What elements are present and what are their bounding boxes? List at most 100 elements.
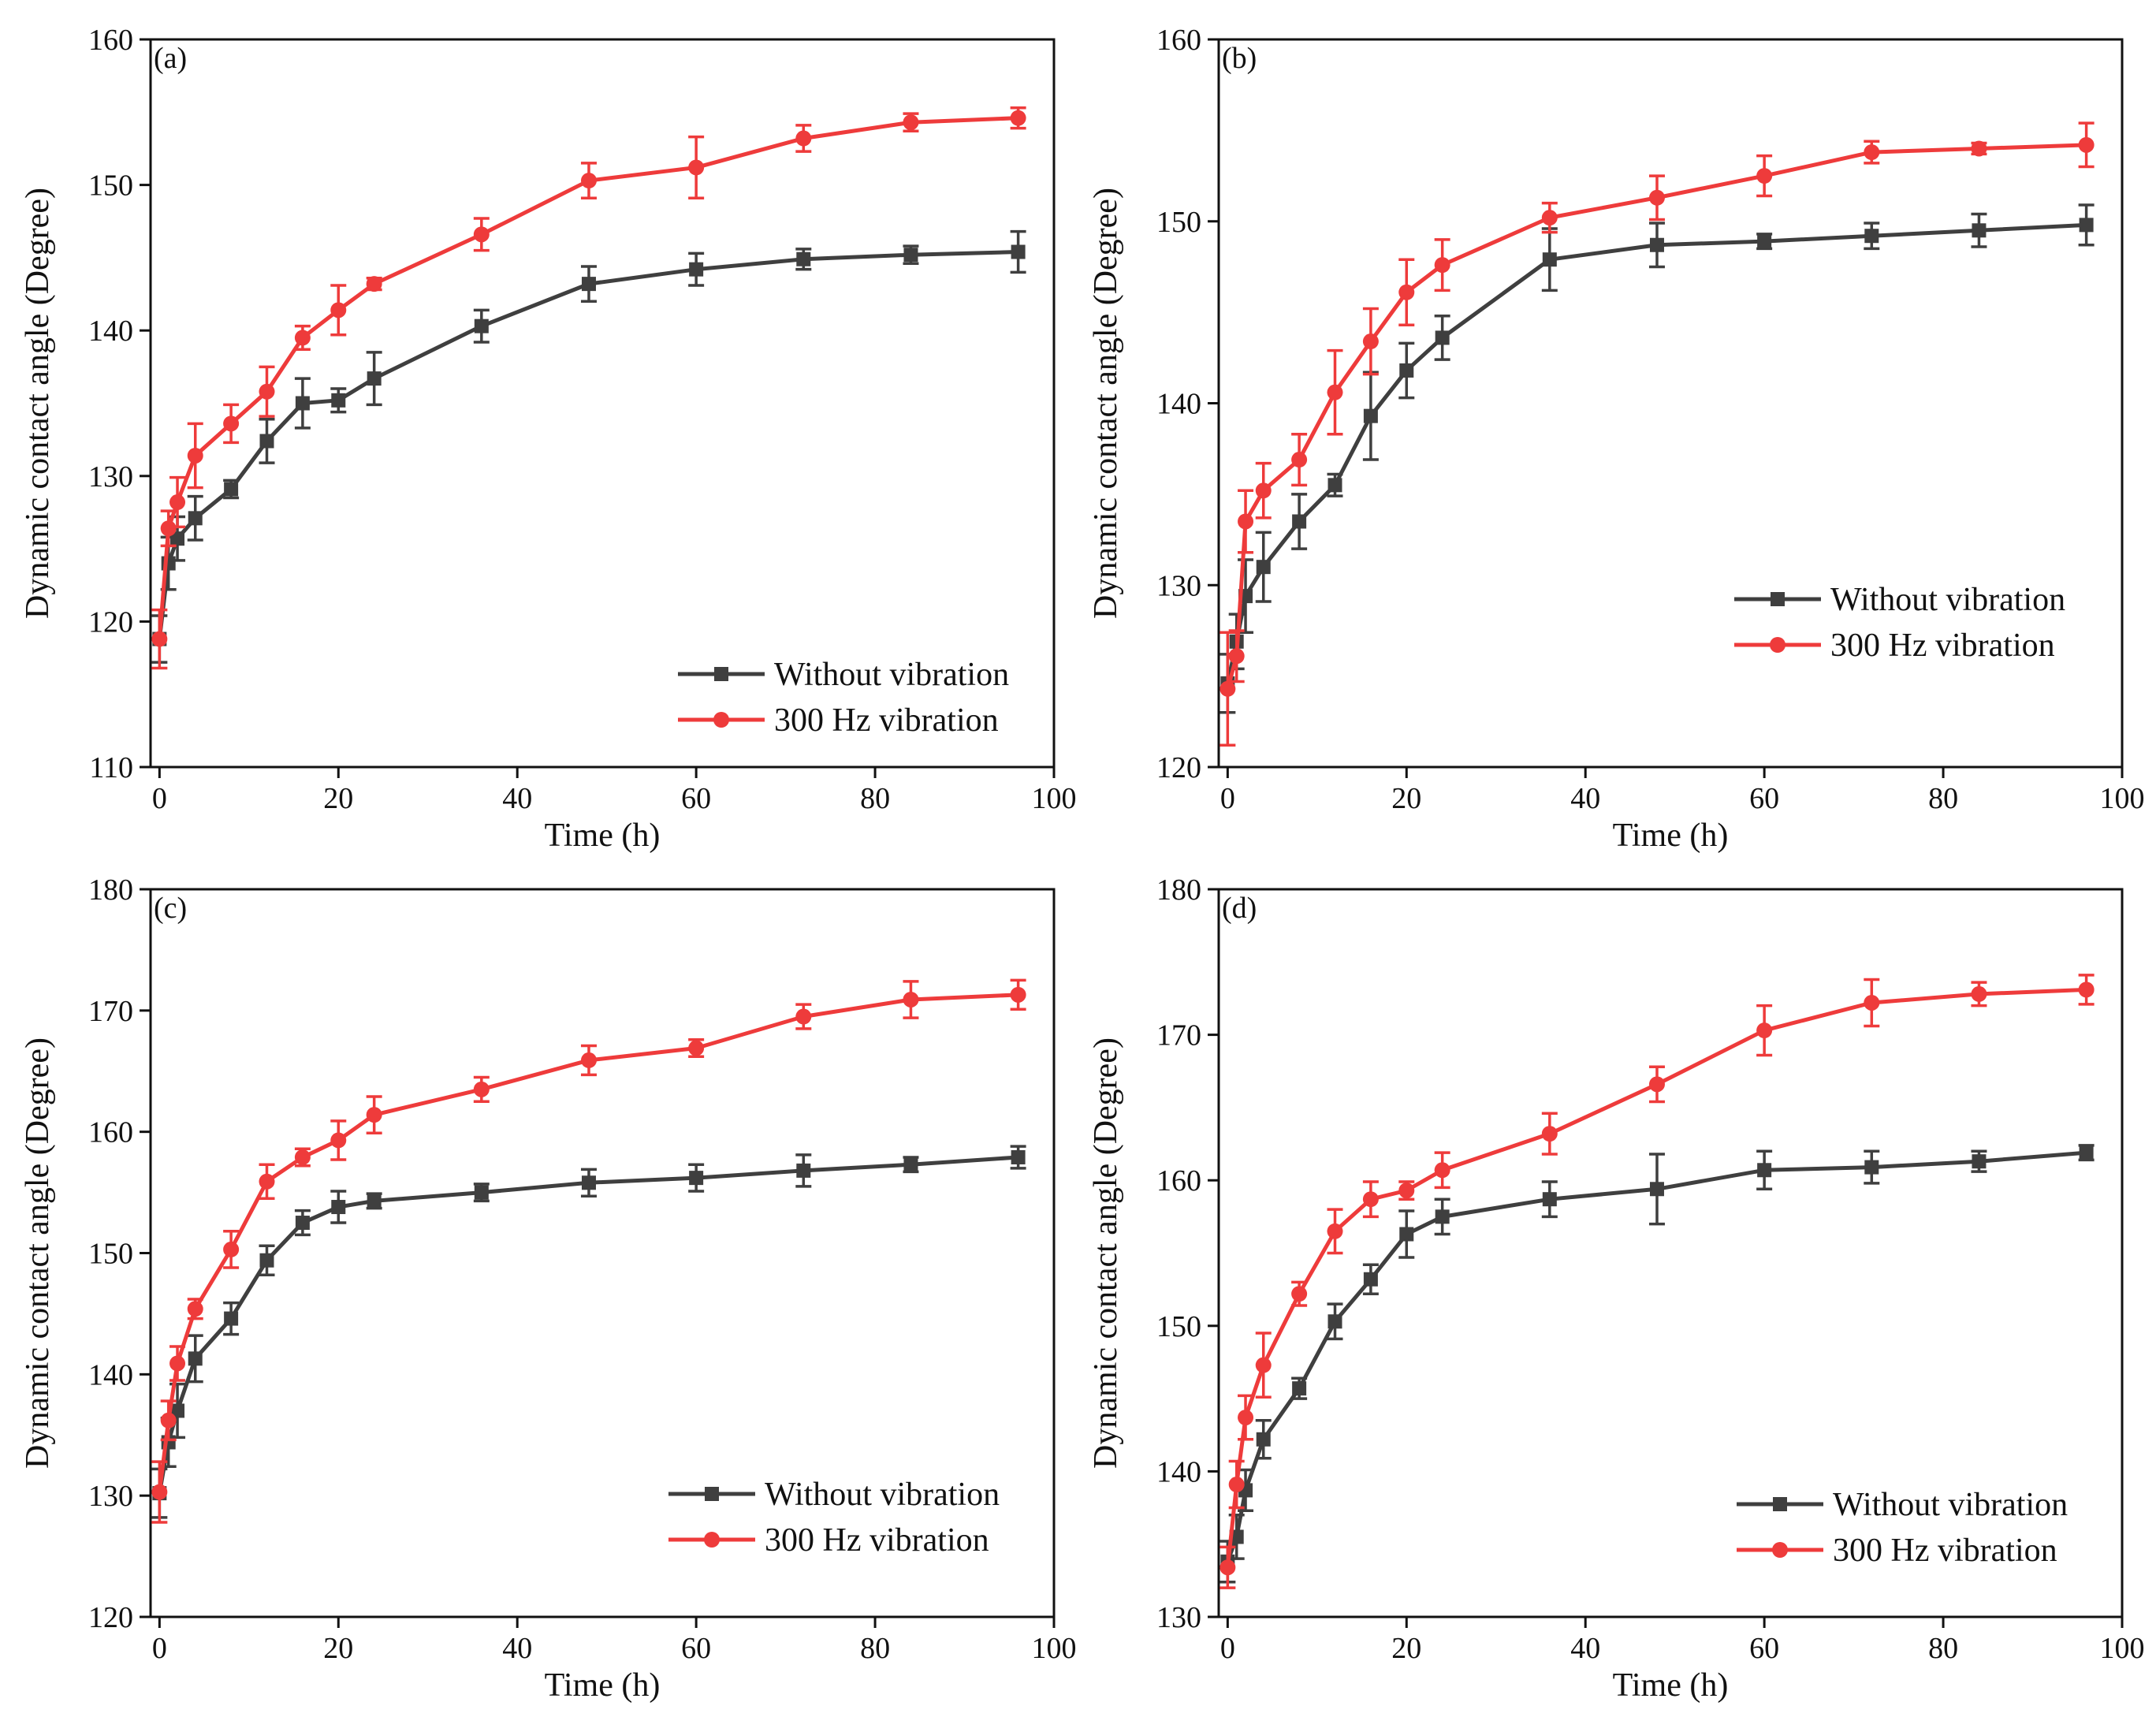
data-point — [1971, 140, 1987, 157]
data-point — [259, 1173, 275, 1190]
data-point — [1542, 252, 1557, 267]
data-point — [1398, 1183, 1415, 1199]
x-axis-title: Time (h) — [1613, 818, 1729, 854]
data-point — [331, 393, 346, 408]
legend-marker-square — [714, 667, 728, 681]
data-point — [1256, 560, 1271, 575]
data-point — [1648, 189, 1665, 206]
data-point — [151, 631, 168, 647]
legend-label: 300 Hz vibration — [1830, 628, 2055, 664]
data-point — [1292, 514, 1307, 529]
data-point — [223, 415, 240, 432]
y-tick-label: 130 — [88, 460, 133, 494]
data-point — [1255, 1357, 1272, 1373]
data-point — [474, 318, 489, 333]
series-without-vibration — [151, 1145, 1026, 1519]
data-point — [259, 383, 275, 400]
y-tick-label: 160 — [1156, 24, 1201, 57]
data-point — [1756, 1022, 1773, 1039]
data-point — [295, 396, 310, 411]
legend-marker-square — [705, 1487, 719, 1501]
x-tick-label: 80 — [860, 782, 890, 815]
y-tick-label: 180 — [1156, 873, 1201, 907]
data-point — [1292, 1381, 1307, 1396]
x-tick-label: 20 — [1391, 782, 1421, 815]
x-tick-label: 80 — [1928, 782, 1958, 815]
data-point — [1362, 333, 1379, 350]
data-point — [367, 1194, 382, 1209]
data-point — [1398, 284, 1415, 300]
data-point — [1228, 648, 1245, 665]
data-point — [295, 1216, 310, 1231]
data-point — [580, 173, 597, 189]
y-tick-label: 130 — [88, 1480, 133, 1513]
data-point — [331, 1200, 346, 1215]
data-point — [581, 1175, 596, 1190]
legend-marker-circle — [713, 712, 729, 728]
panel-label: (a) — [154, 42, 187, 75]
y-tick-label: 150 — [88, 1238, 133, 1271]
legend-marker-square — [1771, 592, 1785, 606]
chart-panel-2: 0 20 40 60 80 100 120 130 140 150 160 Time (h) Dynam… — [1088, 24, 2145, 854]
x-tick-label: 60 — [1749, 1632, 1779, 1665]
legend-label: Without vibration — [774, 657, 1009, 693]
data-point — [1434, 257, 1450, 274]
y-tick-label: 130 — [1156, 569, 1201, 602]
data-point — [1435, 1209, 1450, 1224]
y-tick-label: 170 — [1156, 1019, 1201, 1052]
data-point — [796, 1163, 811, 1178]
data-point — [151, 1484, 168, 1500]
data-point — [1010, 110, 1026, 126]
x-tick-label: 40 — [1570, 1632, 1600, 1665]
data-point — [1757, 1163, 1772, 1178]
y-axis-title: Dynamic contact angle (Degree) — [1088, 1037, 1124, 1469]
data-point — [224, 482, 239, 497]
data-point — [689, 1171, 704, 1186]
data-point — [330, 302, 347, 318]
x-tick-label: 40 — [502, 1632, 532, 1665]
y-axis-title: Dynamic contact angle (Degree) — [20, 1037, 56, 1469]
y-axis-title: Dynamic contact angle (Degree) — [20, 188, 56, 619]
y-tick-label: 120 — [88, 605, 133, 639]
plot-frame — [1217, 888, 2124, 1618]
legend-label: Without vibration — [1833, 1487, 2068, 1523]
data-point — [1238, 513, 1254, 530]
data-point — [259, 1253, 274, 1268]
x-tick-label: 20 — [323, 782, 353, 815]
x-tick-label: 0 — [1220, 1632, 1235, 1665]
legend-marker-circle — [1772, 1542, 1788, 1558]
legend-label: Without vibration — [1830, 582, 2065, 618]
data-point — [1972, 223, 1987, 238]
series-line — [157, 1155, 1018, 1494]
data-point — [1362, 1191, 1379, 1208]
data-point — [1363, 408, 1378, 423]
legend-label: Without vibration — [765, 1477, 1000, 1513]
y-tick-label: 160 — [88, 24, 133, 57]
x-axis-title: Time (h) — [545, 818, 661, 854]
legend: Without vibration 300 Hz vibration — [1737, 1487, 2068, 1569]
data-point — [1327, 478, 1342, 493]
y-tick-label: 110 — [89, 751, 133, 784]
data-point — [1756, 168, 1773, 184]
data-point — [581, 277, 596, 292]
data-point — [1238, 1410, 1254, 1426]
data-point — [170, 531, 185, 546]
data-point — [1219, 1559, 1236, 1576]
data-point — [1228, 1477, 1245, 1493]
data-point — [1541, 1126, 1558, 1142]
x-axis-title: Time (h) — [1613, 1667, 1729, 1704]
data-point — [1255, 482, 1272, 499]
data-point — [795, 1008, 812, 1025]
data-point — [2079, 218, 2094, 233]
data-point — [1399, 1227, 1414, 1242]
series-without-vibration — [1219, 203, 2095, 714]
y-tick-label: 120 — [88, 1601, 133, 1634]
x-tick-label: 100 — [1032, 1632, 1077, 1665]
y-tick-label: 140 — [88, 1358, 133, 1391]
legend-label: 300 Hz vibration — [765, 1522, 989, 1559]
data-point — [1649, 237, 1664, 252]
data-point — [2079, 1145, 2094, 1160]
y-tick-label: 160 — [88, 1116, 133, 1149]
data-point — [1291, 452, 1308, 468]
data-point — [688, 159, 705, 176]
